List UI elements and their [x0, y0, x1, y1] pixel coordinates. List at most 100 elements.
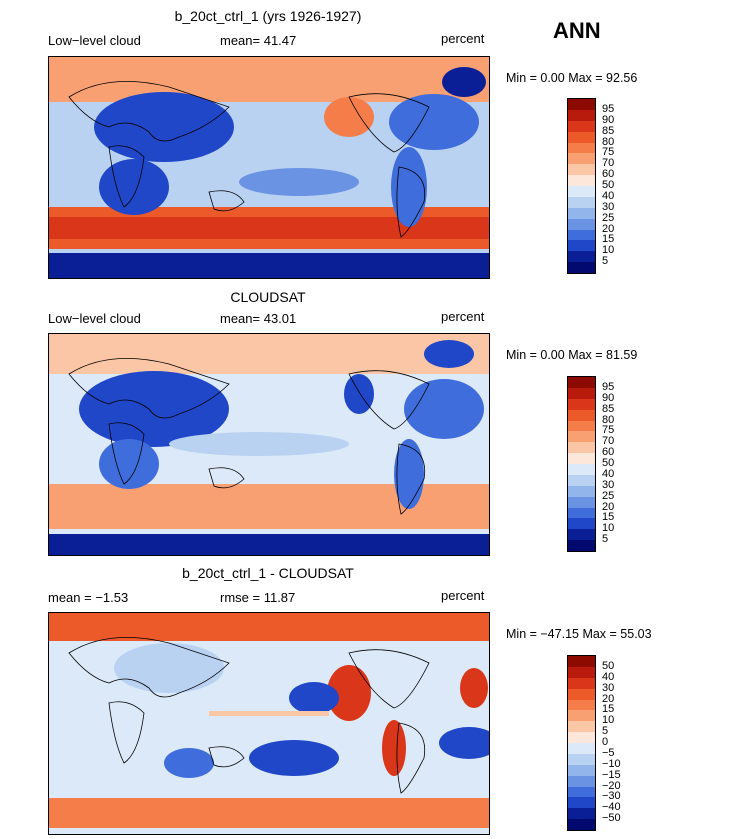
colorbar-swatch [568, 442, 595, 454]
colorbar-tick-label: 40 [602, 670, 615, 683]
colorbar-swatch [568, 120, 595, 132]
colorbar-tick-label: 10 [602, 244, 615, 257]
colorbar-swatch [568, 251, 595, 263]
colorbar-tick-label: 70 [602, 157, 615, 170]
colorbar-swatch [568, 666, 595, 678]
colorbar-swatch [568, 409, 595, 421]
colorbar-tick-label: 15 [602, 233, 615, 246]
colorbar-tick-label: −20 [602, 779, 621, 792]
colorbar-tick-label: 0 [602, 736, 609, 748]
colorbar-swatch [568, 218, 595, 230]
colorbar-swatch [568, 496, 595, 508]
panel-1-map [48, 56, 490, 279]
colorbar-tick-label: 70 [602, 435, 615, 448]
season-label: ANN [553, 18, 601, 43]
colorbar-tick-label: 85 [602, 402, 615, 415]
panel-3-units: percent [441, 588, 485, 603]
panel-3-mean-label: mean = −1.53 [48, 590, 129, 605]
colorbar-swatch [568, 377, 595, 388]
colorbar-swatch [568, 732, 595, 743]
colorbar-swatch [568, 819, 595, 830]
panel-1-variable-label: Low−level cloud [48, 33, 141, 48]
panel-1-colorbar [567, 98, 596, 274]
colorbar-tick-label: 10 [602, 522, 615, 535]
panel-1-map-canvas [49, 57, 489, 278]
colorbar-tick-label: 20 [602, 222, 615, 235]
colorbar-swatch [568, 196, 595, 208]
colorbar-tick-label: −40 [602, 801, 621, 814]
colorbar-tick-label: 15 [602, 511, 615, 524]
colorbar-swatch [568, 229, 595, 241]
panel-2-colorbar-labels: 95 90 85 80 75 70 60 50 40 30 25 20 15 10 5 [602, 376, 632, 550]
colorbar-swatch [568, 485, 595, 497]
panel-3-colorbar [567, 655, 596, 831]
colorbar-tick-label: 95 [602, 380, 615, 393]
colorbar-swatch [568, 99, 595, 110]
colorbar-tick-label: 80 [602, 135, 615, 148]
panel-2-colorbar [567, 376, 596, 552]
panel-3-title: b_20ct_ctrl_1 - CLOUDSAT [182, 565, 354, 581]
colorbar-swatch [568, 797, 595, 809]
colorbar-swatch [568, 786, 595, 798]
colorbar-tick-label: 50 [602, 457, 615, 469]
colorbar-tick-label: 90 [602, 391, 615, 404]
panel-1-mean-label: mean= 41.47 [220, 33, 297, 48]
colorbar-tick-label: 5 [602, 725, 609, 738]
colorbar-tick-label: −10 [602, 757, 621, 770]
colorbar-tick-label: 5 [602, 533, 609, 546]
panel-3-minmax: Min = −47.15 Max = 55.03 [506, 627, 652, 641]
colorbar-swatch [568, 398, 595, 410]
colorbar-swatch [568, 262, 595, 273]
colorbar-swatch [568, 431, 595, 443]
colorbar-tick-label: 90 [602, 113, 615, 126]
colorbar-tick-label: −30 [602, 790, 621, 803]
colorbar-swatch [568, 186, 595, 197]
colorbar-tick-label: 50 [602, 179, 615, 191]
colorbar-swatch [568, 721, 595, 733]
panel-1-units: percent [441, 31, 485, 46]
panel-1-title: b_20ct_ctrl_1 (yrs 1926-1927) [174, 8, 362, 24]
colorbar-swatch [568, 518, 595, 530]
colorbar-swatch [568, 775, 595, 787]
colorbar-tick-label: 60 [602, 446, 615, 459]
colorbar-tick-label: 30 [602, 200, 615, 213]
colorbar-tick-label: 30 [602, 681, 615, 694]
panel-1-colorbar-labels: 95 90 85 80 75 70 60 50 40 30 25 20 15 10 5 [602, 98, 632, 272]
panel-3-map [48, 612, 490, 835]
colorbar-tick-label: −5 [602, 746, 615, 759]
colorbar-swatch [568, 142, 595, 154]
colorbar-swatch [568, 474, 595, 486]
colorbar-swatch [568, 109, 595, 121]
colorbar-swatch [568, 153, 595, 165]
colorbar-swatch [568, 656, 595, 667]
panel-2-variable-label: Low−level cloud [48, 311, 141, 326]
panel-3-rmse-label: rmse = 11.87 [220, 590, 296, 605]
panel-2-map-canvas [49, 334, 489, 555]
colorbar-swatch [568, 131, 595, 143]
colorbar-swatch [568, 699, 595, 711]
colorbar-tick-label: 10 [602, 714, 615, 727]
colorbar-tick-label: 20 [602, 692, 615, 705]
colorbar-swatch [568, 464, 595, 475]
colorbar-tick-label: 25 [602, 489, 615, 502]
colorbar-swatch [568, 240, 595, 252]
panel-2-title: CLOUDSAT [230, 289, 306, 305]
colorbar-swatch [568, 764, 595, 776]
colorbar-tick-label: 75 [602, 146, 615, 159]
colorbar-tick-label: 25 [602, 211, 615, 224]
colorbar-swatch [568, 164, 595, 176]
panel-3-colorbar-labels: 50 40 30 20 15 10 5 0 −5 −10 −15 −20 −30 −40 −50 [602, 655, 632, 829]
colorbar-tick-label: 15 [602, 703, 615, 716]
panel-3-map-canvas [49, 613, 489, 834]
colorbar-swatch [568, 808, 595, 820]
panel-2-units: percent [441, 309, 485, 324]
colorbar-swatch [568, 207, 595, 219]
colorbar-swatch [568, 677, 595, 689]
colorbar-swatch [568, 540, 595, 551]
colorbar-tick-label: −50 [602, 812, 621, 825]
colorbar-tick-label: 95 [602, 102, 615, 115]
colorbar-tick-label: −15 [602, 768, 621, 781]
colorbar-swatch [568, 175, 595, 186]
colorbar-tick-label: 75 [602, 424, 615, 437]
panel-2-minmax: Min = 0.00 Max = 81.59 [506, 348, 638, 362]
